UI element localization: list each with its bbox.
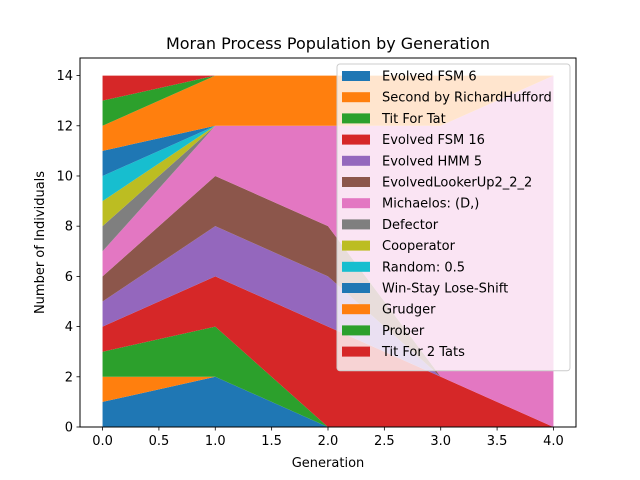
legend-swatch — [342, 71, 370, 81]
x-tick-label: 0.5 — [149, 434, 170, 449]
x-tick-label: 2.5 — [374, 434, 395, 449]
y-tick-label: 4 — [65, 320, 73, 335]
legend-label: Tit For 2 Tats — [381, 345, 465, 360]
legend: Evolved FSM 6 Second by RichardHufford Tit… — [336, 63, 571, 372]
legend-label: Evolved HMM 5 — [382, 154, 482, 169]
area-evolved-fsm-6 — [102, 376, 554, 427]
y-axis-label: Number of Individuals — [33, 171, 48, 314]
x-axis-ticks: 0.0 0.5 1.0 1.5 2.0 2.5 3.0 3.5 4.0 — [92, 427, 564, 449]
y-tick-label: 14 — [56, 69, 73, 84]
y-axis-ticks: 0 2 4 6 8 10 12 14 — [56, 69, 80, 436]
area-evolved-hmm-5 — [102, 226, 554, 427]
area-random-0-5 — [102, 75, 554, 202]
x-axis-label: Generation — [292, 456, 365, 471]
area-tit-for-2-tats — [102, 75, 554, 101]
legend-box — [336, 63, 571, 372]
legend-label: Win-Stay Lose-Shift — [382, 282, 508, 297]
legend-swatch — [342, 177, 370, 187]
legend-swatch — [342, 283, 370, 293]
y-tick-label: 2 — [65, 370, 73, 385]
legend-swatch — [342, 92, 370, 103]
legend-label: Second by RichardHufford — [382, 91, 552, 106]
legend-swatch — [342, 155, 370, 166]
legend-label: Defector — [382, 218, 439, 233]
y-tick-label: 6 — [65, 270, 73, 285]
legend-label: Michaelos: (D,) — [382, 197, 479, 212]
y-tick-label: 12 — [56, 119, 73, 134]
x-tick-label: 1.0 — [205, 434, 226, 449]
legend-label: Cooperator — [382, 239, 456, 254]
x-tick-label: 0.0 — [92, 434, 113, 449]
legend-label: Random: 0.5 — [382, 260, 465, 275]
legend-label: Tit For Tat — [381, 112, 446, 127]
legend-swatch — [342, 198, 370, 209]
y-tick-label: 0 — [65, 421, 73, 436]
legend-label: Evolved FSM 16 — [382, 133, 485, 148]
x-tick-label: 2.0 — [318, 434, 339, 449]
legend-label: Prober — [382, 324, 425, 339]
area-evolvedlookerup2-2-2 — [102, 175, 554, 427]
legend-label: EvolvedLookerUp2_2_2 — [382, 176, 532, 191]
x-tick-label: 1.5 — [261, 434, 282, 449]
legend-swatch — [342, 261, 370, 272]
x-tick-label: 3.0 — [430, 434, 451, 449]
legend-swatch — [342, 113, 370, 124]
legend-swatch — [342, 346, 370, 357]
legend-swatch — [342, 134, 370, 145]
area-second-by-richardhufford — [102, 376, 554, 427]
legend-swatch — [342, 240, 370, 251]
legend-swatch — [342, 304, 370, 315]
legend-label: Grudger — [382, 303, 436, 318]
x-tick-label: 4.0 — [543, 434, 564, 449]
legend-swatch — [342, 219, 370, 230]
area-evolved-fsm-16 — [102, 276, 554, 427]
x-tick-label: 3.5 — [487, 434, 508, 449]
chart-title: Moran Process Population by Generation — [166, 34, 490, 53]
legend-label: Evolved FSM 6 — [382, 70, 477, 85]
y-tick-label: 10 — [56, 169, 73, 184]
area-tit-for-tat — [102, 326, 554, 427]
legend-swatch — [342, 325, 370, 336]
y-tick-label: 8 — [65, 220, 73, 235]
